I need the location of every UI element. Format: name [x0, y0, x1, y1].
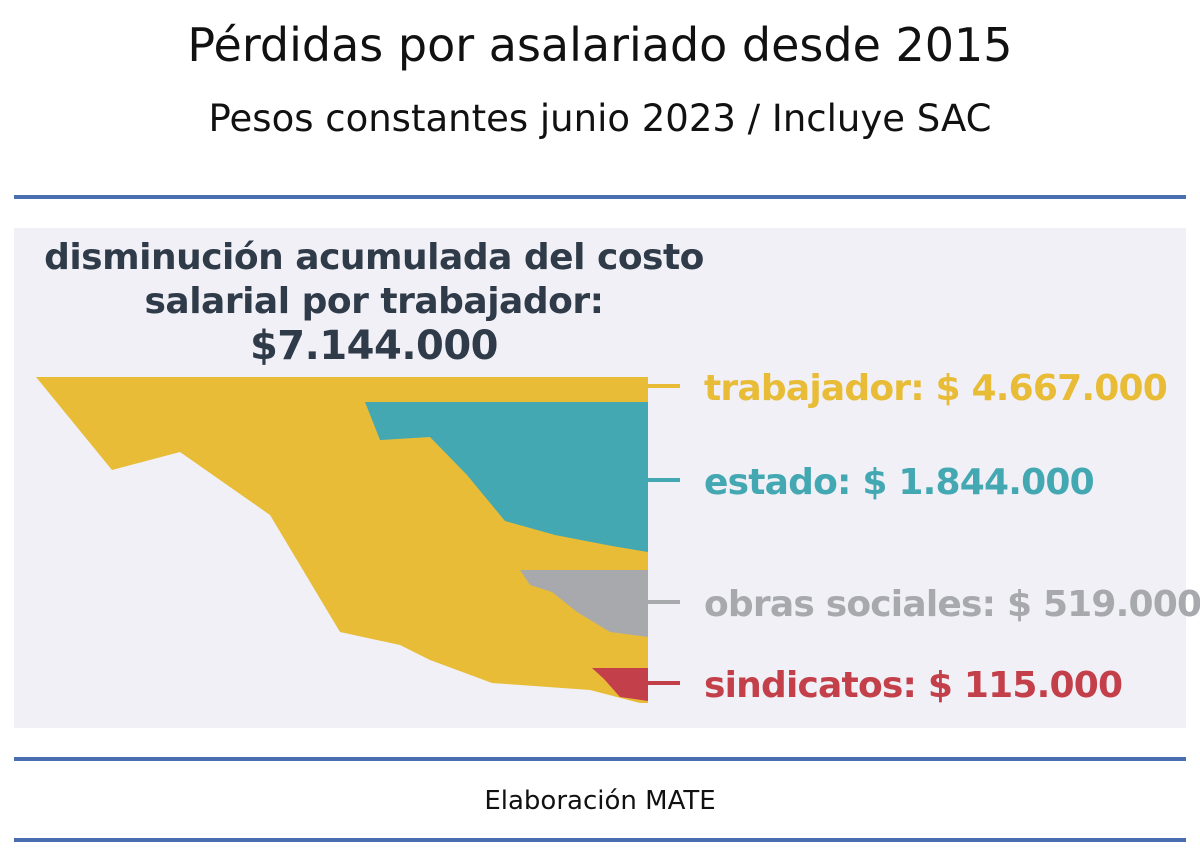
- label-obras-sociales: obras sociales: $ 519.000: [704, 584, 1200, 625]
- divider-bottom: [14, 838, 1186, 842]
- chart-headline: disminución acumulada del costo salarial…: [14, 236, 734, 368]
- label-estado: estado: $ 1.844.000: [704, 462, 1094, 503]
- chart-title: Pérdidas por asalariado desde 2015: [187, 18, 1013, 72]
- area-obras-sociales: [520, 570, 648, 637]
- credit-text: Elaboración MATE: [484, 786, 716, 816]
- area-estado: [365, 402, 648, 552]
- headline-text: disminución acumulada del costo salarial…: [44, 237, 704, 322]
- divider-middle: [14, 757, 1186, 761]
- divider-top: [14, 195, 1186, 199]
- label-trabajador: trabajador: $ 4.667.000: [704, 368, 1167, 409]
- area-sindicatos: [592, 668, 648, 701]
- label-sindicatos: sindicatos: $ 115.000: [704, 665, 1122, 706]
- headline-total: $7.144.000: [249, 323, 499, 369]
- chart-subtitle: Pesos constantes junio 2023 / Incluye SA…: [208, 97, 992, 140]
